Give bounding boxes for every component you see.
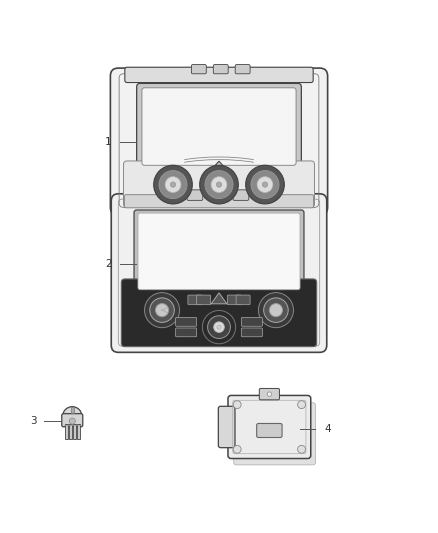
FancyBboxPatch shape [176, 318, 197, 326]
Text: 4: 4 [324, 424, 331, 433]
FancyBboxPatch shape [121, 279, 317, 346]
FancyBboxPatch shape [62, 414, 83, 427]
Circle shape [262, 182, 268, 187]
FancyBboxPatch shape [197, 295, 211, 305]
FancyBboxPatch shape [124, 161, 314, 207]
Circle shape [154, 165, 192, 204]
Circle shape [258, 293, 293, 328]
Circle shape [251, 171, 279, 199]
Circle shape [165, 177, 181, 192]
Circle shape [205, 171, 233, 199]
Text: 3: 3 [31, 416, 37, 426]
Circle shape [214, 322, 224, 333]
Circle shape [267, 392, 272, 397]
Polygon shape [209, 161, 229, 172]
FancyBboxPatch shape [137, 84, 301, 169]
FancyBboxPatch shape [213, 64, 228, 74]
Circle shape [159, 171, 187, 199]
Bar [69, 424, 72, 439]
FancyBboxPatch shape [241, 318, 262, 326]
FancyBboxPatch shape [125, 67, 313, 83]
Circle shape [297, 446, 305, 453]
Circle shape [217, 325, 221, 329]
Circle shape [69, 418, 75, 424]
FancyBboxPatch shape [187, 190, 203, 200]
Circle shape [233, 446, 241, 453]
Bar [73, 424, 76, 439]
FancyBboxPatch shape [111, 194, 327, 352]
FancyBboxPatch shape [233, 190, 249, 200]
FancyBboxPatch shape [235, 64, 250, 74]
Circle shape [257, 177, 273, 192]
FancyBboxPatch shape [211, 190, 227, 200]
FancyBboxPatch shape [257, 424, 282, 438]
Bar [65, 424, 68, 439]
FancyBboxPatch shape [236, 295, 250, 305]
Circle shape [246, 165, 284, 204]
Circle shape [145, 293, 180, 328]
Circle shape [216, 182, 222, 187]
FancyBboxPatch shape [234, 403, 315, 465]
FancyBboxPatch shape [176, 328, 197, 337]
FancyBboxPatch shape [142, 88, 296, 165]
Circle shape [208, 316, 230, 338]
Circle shape [297, 401, 305, 409]
Circle shape [211, 177, 227, 192]
Circle shape [202, 311, 236, 344]
FancyBboxPatch shape [134, 210, 304, 293]
Circle shape [170, 182, 176, 187]
FancyBboxPatch shape [188, 295, 202, 305]
Circle shape [155, 304, 169, 317]
Circle shape [264, 298, 288, 322]
FancyBboxPatch shape [191, 64, 206, 74]
FancyBboxPatch shape [227, 295, 241, 305]
Wedge shape [63, 407, 82, 416]
FancyBboxPatch shape [110, 68, 328, 215]
FancyBboxPatch shape [124, 195, 314, 208]
Bar [71, 407, 74, 413]
FancyBboxPatch shape [138, 213, 300, 290]
Circle shape [200, 165, 238, 204]
Circle shape [233, 401, 241, 409]
FancyBboxPatch shape [241, 328, 262, 337]
FancyBboxPatch shape [228, 395, 311, 458]
Text: 1: 1 [105, 136, 112, 147]
Bar [77, 424, 80, 439]
Circle shape [269, 304, 283, 317]
FancyBboxPatch shape [259, 389, 279, 400]
Circle shape [150, 298, 174, 322]
FancyBboxPatch shape [218, 406, 235, 448]
Text: 2: 2 [105, 260, 112, 269]
Polygon shape [211, 293, 227, 304]
